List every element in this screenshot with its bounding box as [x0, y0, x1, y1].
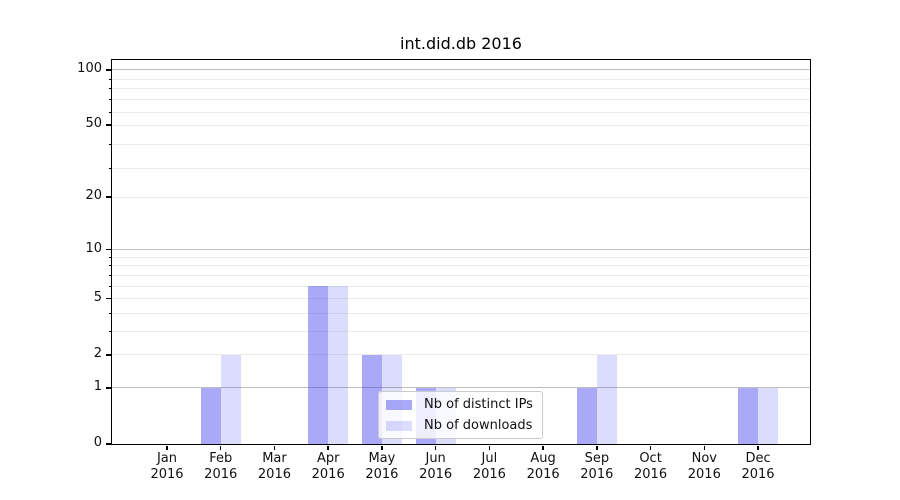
bar-downloads-dec: [758, 387, 779, 444]
bar-distinct-ips-apr: [308, 286, 329, 444]
y-tick-mark: [106, 387, 111, 389]
y-tick-mark: [106, 248, 111, 251]
legend: Nb of distinct IPs Nb of downloads: [378, 391, 543, 439]
y-tick-mark: [106, 443, 111, 445]
bar-distinct-ips-may: [361, 354, 382, 444]
y-tick-label: 20: [85, 188, 102, 204]
legend-swatch-downloads: [386, 420, 412, 431]
x-tick-label: May 2016: [365, 451, 399, 482]
major-gridline: [112, 249, 810, 251]
y-tick-mark: [106, 69, 111, 71]
y-minor-tick-mark: [108, 265, 111, 267]
y-minor-tick-mark: [108, 285, 111, 287]
x-tick-mark: [434, 445, 437, 450]
minor-gridline: [112, 99, 810, 101]
bar-downloads-sep: [596, 354, 617, 444]
x-tick-label: Jan 2016: [150, 451, 184, 482]
x-tick-mark: [273, 445, 276, 450]
minor-gridline: [112, 196, 810, 198]
x-tick-label: Mar 2016: [257, 451, 291, 482]
chart-title: int.did.db 2016: [400, 34, 522, 53]
x-tick-mark: [542, 445, 544, 450]
bar-distinct-ips-dec: [738, 387, 759, 444]
x-tick-label: Oct 2016: [634, 451, 668, 482]
x-tick-label: Apr 2016: [311, 451, 345, 482]
minor-gridline: [112, 298, 810, 300]
legend-swatch-distinct-ips: [386, 399, 412, 410]
x-tick-label: Jun 2016: [419, 451, 453, 482]
x-tick-mark: [649, 445, 652, 450]
minor-gridline: [112, 78, 810, 80]
y-minor-tick-mark: [108, 88, 111, 90]
minor-gridline: [112, 256, 810, 258]
y-tick-mark: [106, 196, 111, 198]
y-minor-tick-mark: [108, 274, 111, 276]
minor-gridline: [112, 111, 810, 113]
bar-distinct-ips-sep: [576, 387, 597, 444]
minor-gridline: [112, 124, 810, 126]
bar-downloads-apr: [328, 286, 349, 444]
legend-entry-distinct-ips: Nb of distinct IPs: [386, 395, 533, 414]
legend-label-downloads: Nb of downloads: [424, 418, 533, 433]
legend-entry-downloads: Nb of downloads: [386, 416, 533, 435]
x-tick-label: Dec 2016: [741, 451, 775, 482]
x-tick-mark: [327, 445, 329, 450]
minor-gridline: [112, 354, 810, 356]
x-tick-mark: [381, 445, 383, 450]
x-tick-label: Feb 2016: [204, 451, 238, 482]
y-tick-mark: [106, 297, 111, 300]
minor-gridline: [112, 265, 810, 267]
y-minor-tick-mark: [108, 78, 111, 80]
x-tick-label: Aug 2016: [526, 451, 560, 482]
y-minor-tick-mark: [108, 144, 111, 146]
major-gridline: [112, 69, 810, 71]
minor-gridline: [112, 274, 810, 276]
y-tick-label: 1: [93, 378, 102, 394]
y-minor-tick-mark: [108, 99, 111, 101]
x-tick-label: Nov 2016: [687, 451, 721, 482]
x-tick-label: Sep 2016: [580, 451, 614, 482]
minor-gridline: [112, 285, 810, 287]
x-tick-mark: [757, 445, 759, 450]
minor-gridline: [112, 313, 810, 314]
x-tick-mark: [219, 445, 222, 450]
minor-gridline: [112, 167, 810, 169]
bar-downloads-feb: [220, 354, 241, 444]
minor-gridline: [112, 88, 810, 90]
bar-distinct-ips-feb: [200, 387, 221, 444]
y-tick-label: 0: [93, 435, 102, 450]
y-minor-tick-mark: [108, 256, 111, 258]
y-tick-label: 2: [93, 345, 102, 361]
minor-gridline: [112, 144, 810, 146]
x-tick-label: Jul 2016: [472, 451, 506, 482]
y-tick-label: 5: [93, 289, 102, 305]
y-tick-mark: [106, 354, 111, 356]
y-tick-mark: [106, 124, 111, 126]
y-minor-tick-mark: [108, 331, 111, 333]
y-minor-tick-mark: [108, 167, 111, 169]
x-tick-mark: [703, 445, 706, 450]
y-tick-label: 100: [77, 60, 102, 76]
y-tick-label: 10: [85, 240, 102, 256]
legend-label-distinct-ips: Nb of distinct IPs: [424, 397, 533, 412]
x-tick-mark: [488, 445, 491, 450]
y-minor-tick-mark: [108, 313, 111, 314]
major-gridline: [112, 387, 810, 389]
x-tick-mark: [596, 445, 598, 450]
plot-area: Nb of distinct IPs Nb of downloads: [111, 59, 811, 445]
y-minor-tick-mark: [108, 111, 111, 113]
minor-gridline: [112, 331, 810, 333]
y-tick-label: 50: [85, 116, 102, 132]
x-tick-mark: [166, 445, 168, 450]
